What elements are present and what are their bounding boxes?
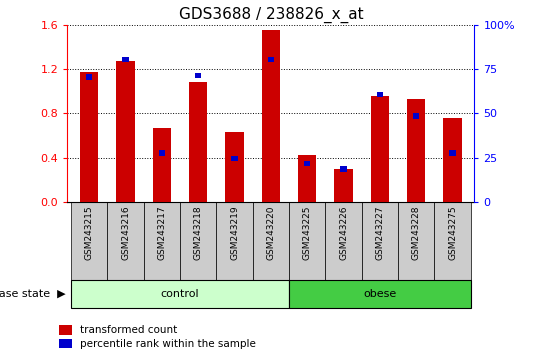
Bar [231, 156, 238, 161]
Text: GSM243225: GSM243225 [303, 206, 312, 260]
Bar [107, 202, 144, 280]
Bar [262, 30, 280, 202]
Text: GSM243227: GSM243227 [375, 206, 384, 260]
Bar [398, 202, 434, 280]
Bar [267, 57, 274, 62]
Bar [225, 132, 244, 202]
Bar [158, 150, 165, 156]
Text: obese: obese [363, 289, 397, 299]
Bar [326, 202, 362, 280]
Text: GSM243220: GSM243220 [266, 206, 275, 260]
Bar [362, 202, 398, 280]
Bar [116, 61, 135, 202]
Bar [413, 113, 419, 119]
Bar [304, 161, 310, 166]
Bar [144, 202, 180, 280]
Bar [449, 150, 456, 156]
Bar [189, 82, 208, 202]
Bar [377, 92, 383, 97]
Text: GSM243217: GSM243217 [157, 206, 167, 260]
Bar [71, 280, 289, 308]
Bar [444, 118, 461, 202]
Bar [253, 202, 289, 280]
Text: GSM243218: GSM243218 [194, 206, 203, 260]
Bar [80, 72, 98, 202]
Legend: transformed count, percentile rank within the sample: transformed count, percentile rank withi… [59, 325, 256, 349]
Bar [334, 169, 353, 202]
Bar [434, 202, 471, 280]
Text: GSM243226: GSM243226 [339, 206, 348, 260]
Bar [71, 202, 107, 280]
Text: control: control [161, 289, 199, 299]
Bar [298, 155, 316, 202]
Bar [180, 202, 216, 280]
Bar [195, 73, 202, 78]
Text: GSM243275: GSM243275 [448, 206, 457, 260]
Title: GDS3688 / 238826_x_at: GDS3688 / 238826_x_at [178, 7, 363, 23]
Bar [371, 96, 389, 202]
Bar [340, 166, 347, 172]
Text: disease state  ▶: disease state ▶ [0, 289, 66, 299]
Bar [122, 57, 129, 62]
Text: GSM243228: GSM243228 [412, 206, 420, 260]
Bar [289, 280, 471, 308]
Bar [153, 128, 171, 202]
Bar [289, 202, 326, 280]
Bar [216, 202, 253, 280]
Text: GSM243219: GSM243219 [230, 206, 239, 260]
Bar [86, 74, 93, 80]
Bar [407, 99, 425, 202]
Text: GSM243216: GSM243216 [121, 206, 130, 260]
Text: GSM243215: GSM243215 [85, 206, 94, 260]
